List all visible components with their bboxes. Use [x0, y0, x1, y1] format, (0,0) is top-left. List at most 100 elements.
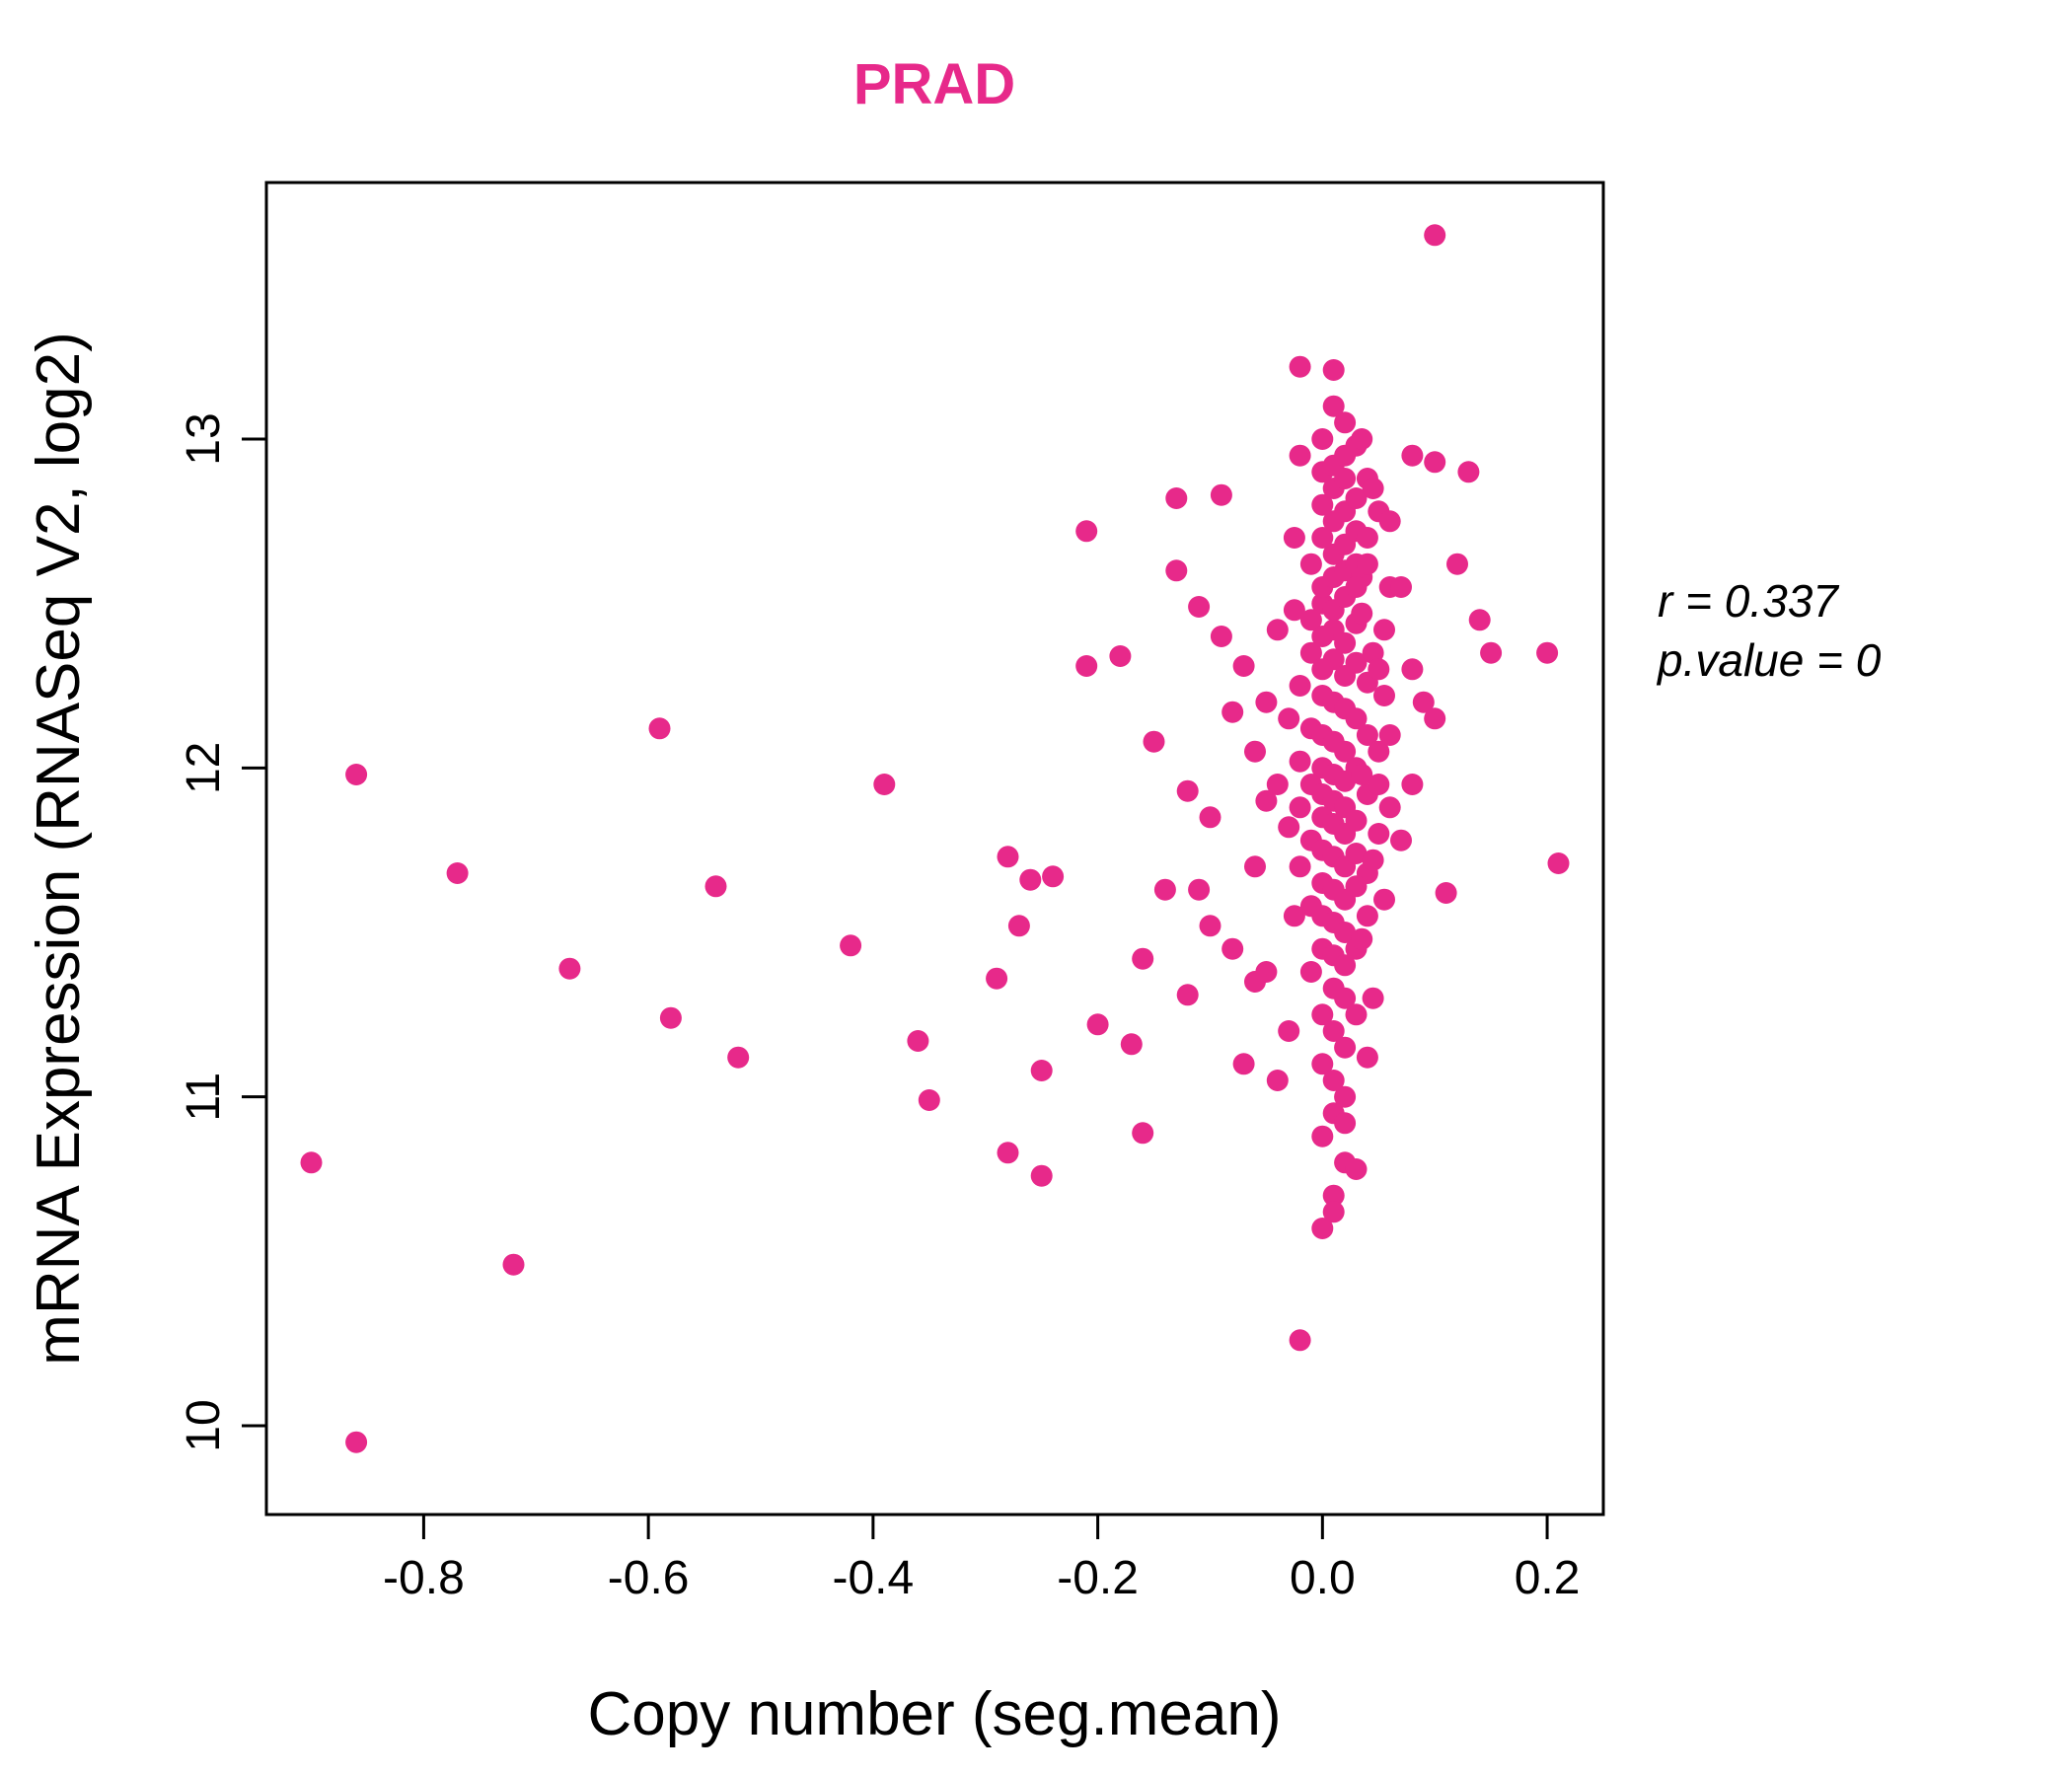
data-point	[1289, 855, 1311, 878]
data-point	[1351, 927, 1373, 950]
data-point	[659, 1006, 682, 1029]
data-point	[1255, 961, 1278, 983]
data-point	[1289, 750, 1311, 773]
data-point	[1334, 411, 1357, 434]
data-point	[1351, 428, 1373, 450]
data-point	[1345, 1003, 1368, 1026]
data-point	[1311, 1125, 1334, 1147]
data-point	[1368, 823, 1390, 845]
data-point	[1299, 553, 1322, 575]
data-point	[1086, 1013, 1109, 1036]
x-axis-tick-label: -0.2	[1057, 1552, 1139, 1604]
data-point	[1373, 685, 1395, 706]
data-point	[1480, 641, 1503, 664]
y-axis-label: mRNA Expression (RNASeq V2, log2)	[25, 332, 93, 1366]
data-point	[1412, 691, 1435, 713]
data-point	[1007, 915, 1030, 937]
data-point	[1345, 875, 1368, 898]
data-points-group	[300, 224, 1570, 1453]
data-point	[1311, 527, 1334, 549]
data-point	[1266, 774, 1289, 795]
data-point	[1373, 619, 1395, 641]
data-point	[1075, 655, 1098, 677]
data-point	[1299, 641, 1322, 664]
data-point	[1334, 954, 1357, 977]
data-point	[1362, 849, 1384, 871]
data-point	[997, 1142, 1019, 1164]
data-point	[1030, 1164, 1053, 1187]
data-point	[1547, 852, 1570, 874]
data-point	[1042, 865, 1065, 888]
data-point	[1299, 609, 1322, 631]
data-point	[704, 875, 727, 898]
data-point	[1176, 779, 1199, 802]
data-point	[1153, 878, 1176, 901]
data-point	[1289, 444, 1311, 467]
data-point	[1199, 915, 1221, 937]
data-point	[1322, 1020, 1345, 1042]
data-point	[1322, 1201, 1345, 1223]
data-point	[840, 934, 862, 957]
data-point	[1356, 905, 1378, 927]
data-point	[1368, 774, 1390, 795]
data-point	[1401, 774, 1424, 795]
data-point	[1334, 1112, 1357, 1135]
data-point	[1390, 829, 1412, 851]
data-point	[1345, 707, 1368, 730]
y-axis-tick-label: 12	[178, 742, 230, 794]
data-point	[1401, 658, 1424, 681]
data-point	[345, 764, 368, 785]
data-point	[1322, 1184, 1345, 1207]
data-point	[1362, 478, 1384, 499]
x-axis-label: Copy number (seg.mean)	[588, 1680, 1282, 1748]
x-axis-tick-label: 0.0	[1290, 1552, 1356, 1604]
data-point	[1345, 651, 1368, 674]
data-point	[1311, 626, 1334, 647]
x-axis-tick-label: -0.8	[383, 1552, 465, 1604]
data-point	[1165, 487, 1188, 509]
annotation-p-value: p.value = 0	[1656, 634, 1882, 686]
data-point	[1368, 740, 1390, 763]
data-point	[1289, 355, 1311, 378]
data-point	[1244, 855, 1266, 878]
data-point	[873, 774, 896, 795]
x-axis-ticks-group: -0.8 -0.6 -0.4 -0.2 0.0 0.2	[383, 1515, 1580, 1604]
data-point	[1311, 1218, 1334, 1239]
data-point	[1334, 987, 1357, 1009]
data-point	[1334, 1085, 1357, 1108]
data-point	[1289, 1329, 1311, 1352]
data-point	[1322, 1070, 1345, 1091]
data-point	[1289, 796, 1311, 819]
data-point	[986, 967, 1008, 990]
data-point	[1278, 1020, 1300, 1042]
data-point	[1446, 553, 1468, 575]
data-point	[1334, 631, 1357, 654]
annotation-r-value: r = 0.337	[1658, 575, 1839, 627]
data-point	[1311, 428, 1334, 450]
data-point	[918, 1089, 940, 1111]
data-point	[1210, 626, 1232, 647]
data-point	[345, 1431, 368, 1453]
data-point	[1356, 1046, 1378, 1069]
data-point	[1289, 675, 1311, 697]
data-point	[1435, 882, 1457, 904]
x-axis-tick-label: -0.6	[608, 1552, 690, 1604]
data-point	[1311, 493, 1334, 516]
data-point	[1362, 987, 1384, 1009]
data-point	[1345, 1158, 1368, 1180]
data-point	[1311, 1003, 1334, 1026]
data-point	[1334, 1036, 1357, 1059]
data-point	[1390, 576, 1412, 598]
data-point	[1368, 658, 1390, 681]
data-point	[1283, 905, 1305, 927]
data-point	[1255, 789, 1278, 812]
data-point	[1424, 224, 1446, 247]
data-point	[1536, 641, 1559, 664]
data-point	[1378, 510, 1401, 533]
x-axis-tick-label: -0.4	[833, 1552, 915, 1604]
y-axis-tick-label: 13	[178, 412, 230, 465]
data-point	[1362, 641, 1384, 664]
data-point	[1120, 1033, 1143, 1056]
data-point	[1132, 947, 1154, 970]
